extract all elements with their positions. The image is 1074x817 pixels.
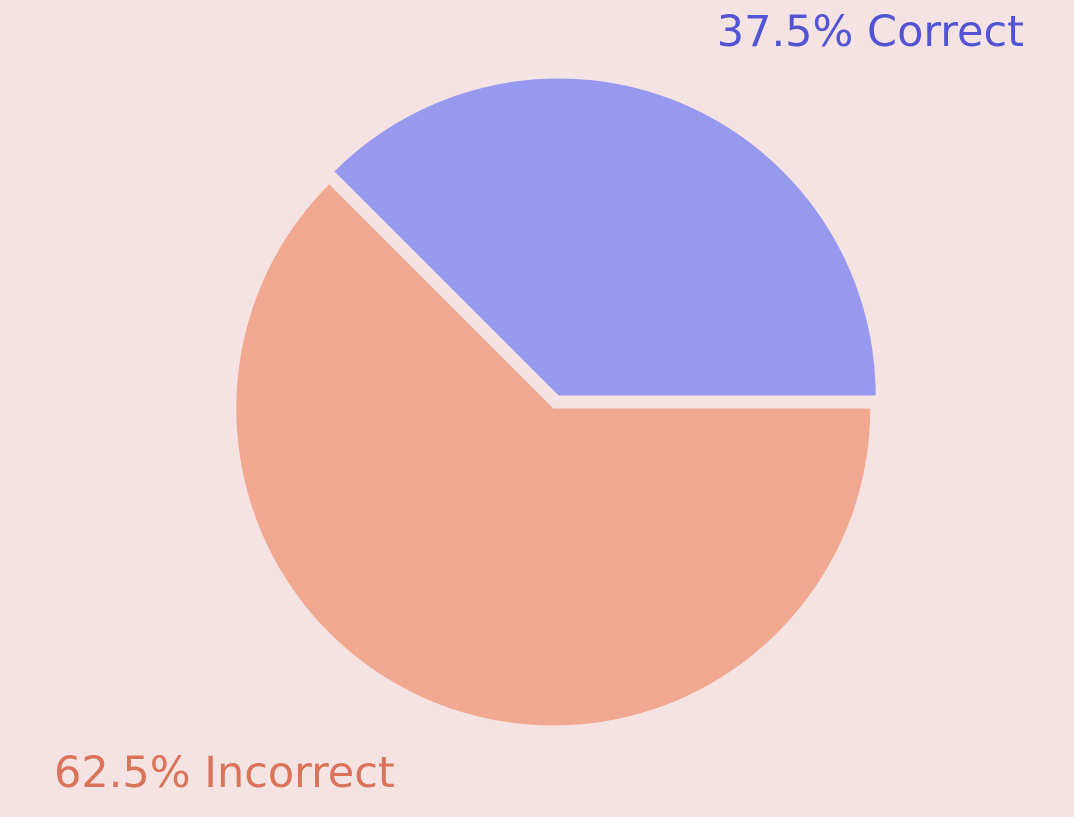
pie-slice-correct [334,78,876,396]
slice-label-incorrect: 62.5% Incorrect [54,748,395,798]
pie-slice-incorrect [236,184,871,726]
slice-label-correct: 37.5% Correct [716,7,1024,57]
